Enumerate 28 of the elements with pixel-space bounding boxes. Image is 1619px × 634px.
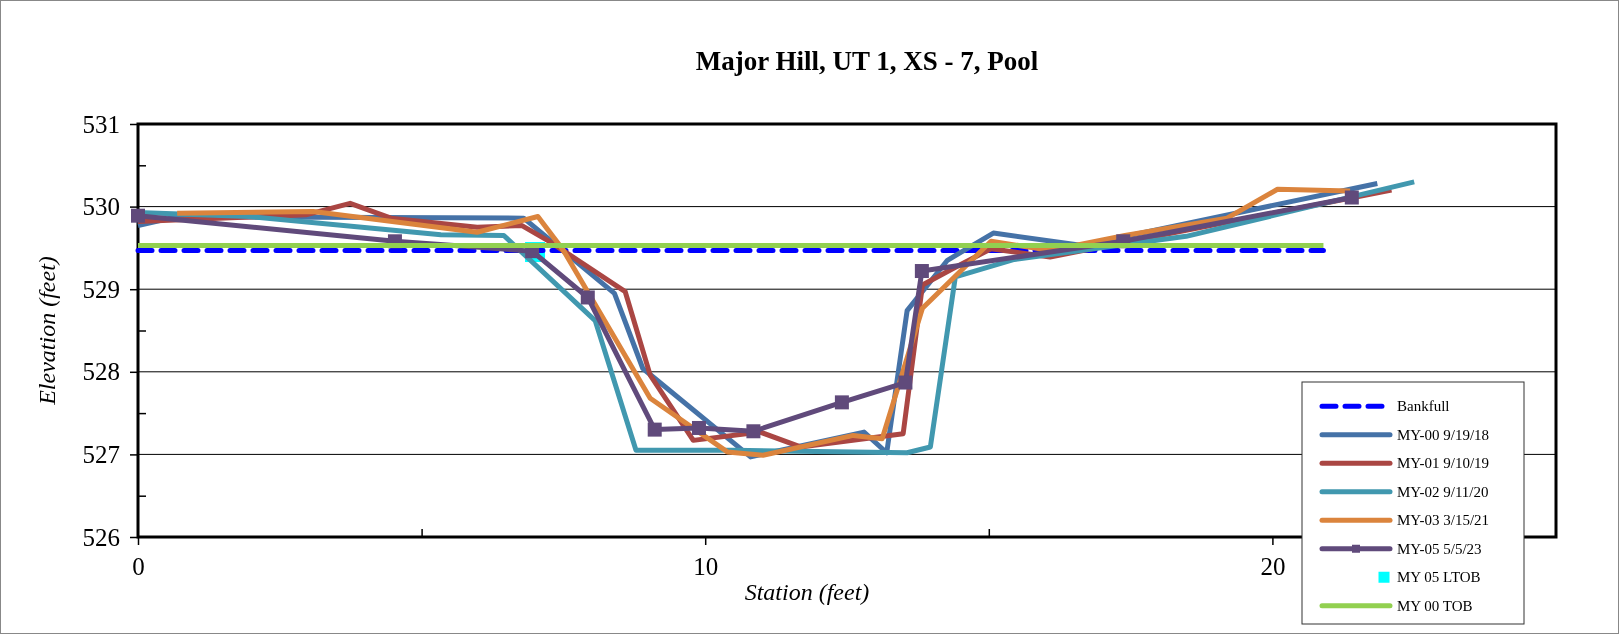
legend-label: Bankfull — [1397, 398, 1450, 415]
legend-label: MY-05 5/5/23 — [1397, 540, 1482, 557]
y-axis-title: Elevation (feet) — [34, 256, 60, 406]
y-tick-label: 526 — [82, 523, 120, 551]
legend-label: MY 05 LTOB — [1397, 569, 1481, 586]
legend-label: MY-01 9/10/19 — [1397, 455, 1490, 472]
point — [746, 424, 761, 439]
y-tick-label: 528 — [82, 358, 120, 386]
x-axis-title: Station (feet) — [744, 579, 870, 605]
chart-title: Major Hill, UT 1, XS - 7, Pool — [695, 46, 1039, 76]
x-tick-label: 20 — [1260, 552, 1286, 580]
point — [834, 395, 849, 410]
point — [1344, 190, 1359, 205]
y-tick-label: 527 — [82, 440, 120, 468]
legend-label: MY-03 3/15/21 — [1397, 512, 1490, 529]
y-tick-label: 529 — [82, 275, 120, 303]
y-tick-label: 530 — [82, 193, 120, 221]
x-tick-label: 0 — [132, 552, 145, 580]
point — [647, 422, 662, 437]
point — [914, 264, 929, 279]
point — [898, 375, 913, 390]
legend-label: MY-02 9/11/20 — [1397, 483, 1489, 500]
point — [580, 290, 595, 305]
point — [691, 420, 706, 435]
y-tick-label: 531 — [82, 110, 120, 138]
x-tick-label: 10 — [693, 552, 719, 580]
legend-label: MY-00 9/19/18 — [1397, 426, 1490, 443]
legend-label: MY 00 TOB — [1397, 597, 1473, 614]
